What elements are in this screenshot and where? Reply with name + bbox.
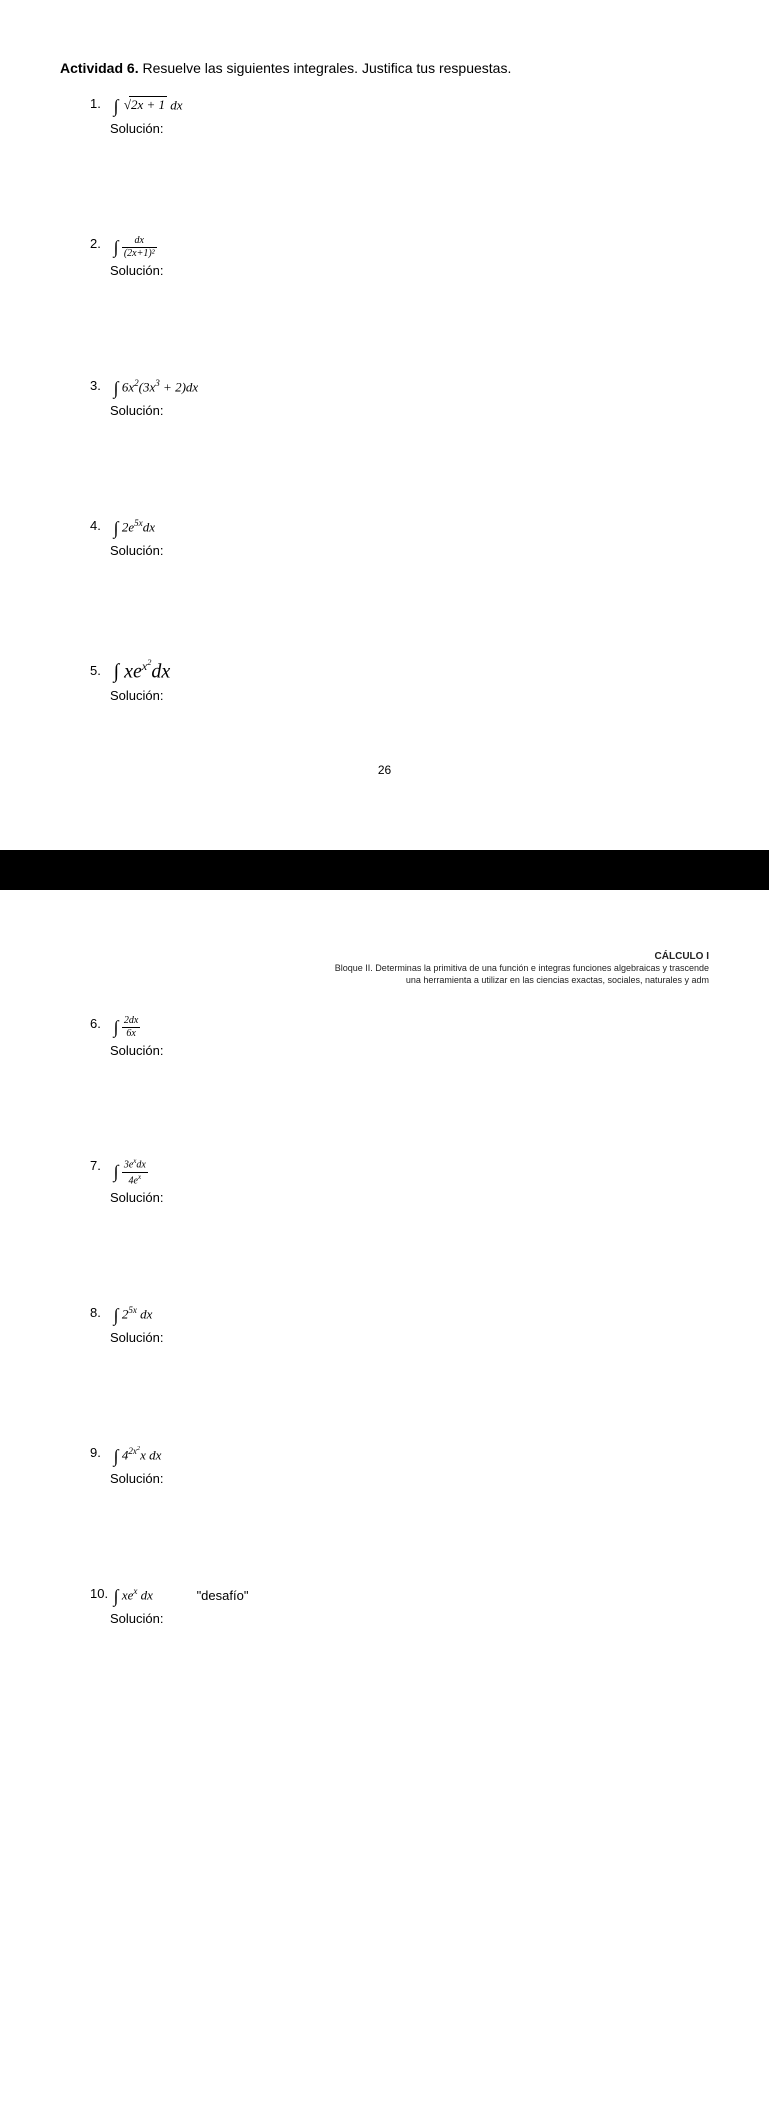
problem-4: 4. ∫ 2e5xdx Solución:	[90, 518, 709, 558]
activity-label-rest: Resuelve las siguientes integrales. Just…	[139, 60, 512, 76]
solution-label: Solución:	[110, 688, 709, 703]
solution-label: Solución:	[110, 1471, 709, 1486]
frac-bot: 4ex	[122, 1173, 148, 1186]
problem-expression: ∫ 2e5xdx	[114, 518, 155, 539]
frac-top: 3exdx	[122, 1158, 148, 1172]
page-separator	[0, 850, 769, 890]
problem-5: 5. ∫ xex2dx Solución:	[90, 658, 709, 703]
problem-10: 10. ∫ xex dx "desafío" Solución:	[90, 1586, 709, 1626]
problem-expression: ∫ xex dx	[114, 1586, 153, 1607]
problem-expression: ∫ 6x2(3x3 + 2)dx	[114, 378, 199, 399]
problem-number: 3.	[90, 378, 110, 393]
solution-label: Solución:	[110, 543, 709, 558]
problem-expression: ∫ 2dx 6x	[114, 1016, 141, 1039]
problem-2: 2. ∫ dx (2x+1)² Solución:	[90, 236, 709, 278]
challenge-label: "desafío"	[197, 1588, 249, 1603]
problem-expression: ∫ 3exdx 4ex	[114, 1158, 148, 1186]
problem-expression: ∫ 42x2x dx	[114, 1445, 162, 1467]
problem-expression: ∫ 25x dx	[114, 1305, 153, 1326]
frac-bot: 6x	[122, 1028, 140, 1039]
frac-bot: (2x+1)²	[122, 248, 157, 259]
problem-1: 1. ∫ 2x + 1 dx Solución:	[90, 96, 709, 136]
problem-number: 8.	[90, 1305, 110, 1320]
header-line-1: Bloque II. Determinas la primitiva de un…	[60, 963, 709, 975]
problem-7: 7. ∫ 3exdx 4ex Solución:	[90, 1158, 709, 1205]
page-1: Actividad 6. Resuelve las siguientes int…	[0, 0, 769, 850]
header-line-2: una herramienta a utilizar en las cienci…	[60, 975, 709, 987]
problem-expression: ∫ 2x + 1 dx	[114, 96, 183, 117]
solution-label: Solución:	[110, 263, 709, 278]
problem-number: 4.	[90, 518, 110, 533]
header-title: CÁLCULO I	[60, 950, 709, 963]
solution-label: Solución:	[110, 1330, 709, 1345]
problem-expression: ∫ xex2dx	[114, 658, 171, 684]
solution-label: Solución:	[110, 403, 709, 418]
solution-label: Solución:	[110, 1043, 709, 1058]
page-number: 26	[60, 763, 709, 777]
page-header: CÁLCULO I Bloque II. Determinas la primi…	[60, 950, 709, 986]
problem-number: 5.	[90, 663, 110, 678]
solution-label: Solución:	[110, 1190, 709, 1205]
problem-number: 7.	[90, 1158, 110, 1173]
page-2: CÁLCULO I Bloque II. Determinas la primi…	[0, 890, 769, 1990]
problem-9: 9. ∫ 42x2x dx Solución:	[90, 1445, 709, 1486]
problem-number: 2.	[90, 236, 110, 251]
problem-number: 10.	[90, 1586, 110, 1601]
frac-top: 2dx	[122, 1016, 140, 1028]
problem-number: 6.	[90, 1016, 110, 1031]
problem-expression: ∫ dx (2x+1)²	[114, 236, 157, 259]
problem-8: 8. ∫ 25x dx Solución:	[90, 1305, 709, 1345]
activity-title: Actividad 6. Resuelve las siguientes int…	[60, 60, 709, 76]
solution-label: Solución:	[110, 121, 709, 136]
activity-label-bold: Actividad 6.	[60, 60, 139, 76]
problem-6: 6. ∫ 2dx 6x Solución:	[90, 1016, 709, 1058]
problem-number: 1.	[90, 96, 110, 111]
problem-3: 3. ∫ 6x2(3x3 + 2)dx Solución:	[90, 378, 709, 418]
solution-label: Solución:	[110, 1611, 709, 1626]
problem-number: 9.	[90, 1445, 110, 1460]
frac-top: dx	[122, 236, 157, 248]
